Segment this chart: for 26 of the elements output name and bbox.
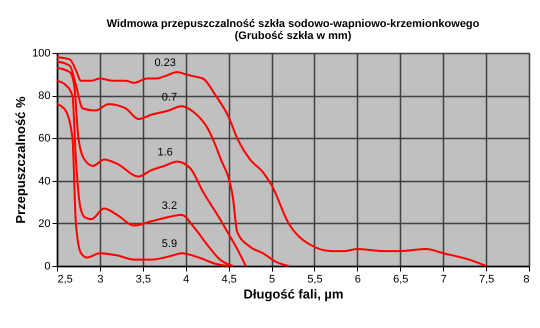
y-tick-label: 20 (38, 218, 50, 230)
series-label: 0.23 (154, 57, 176, 70)
y-tick-label: 60 (38, 132, 50, 145)
y-tick-label: 0 (44, 260, 50, 272)
y-tick-label: 40 (38, 175, 50, 188)
chart-subtitle: (Grubość szkła w mm) (234, 30, 352, 42)
x-tick-label: 7 (440, 274, 447, 286)
x-tick-label: 4,5 (221, 274, 237, 286)
x-tick-label: 6 (354, 274, 361, 286)
y-tick-label: 100 (32, 48, 50, 60)
y-tick-label: 80 (38, 90, 50, 102)
y-axis-title: Przepuszczalność % (13, 96, 28, 224)
x-tick-label: 4 (183, 274, 190, 286)
x-tick-label: 2,5 (58, 274, 73, 286)
series-label: 3.2 (162, 200, 178, 212)
x-tick-label: 5 (268, 274, 276, 286)
series-label: 1.6 (157, 146, 173, 159)
x-axis-title: Długość fali, µm (244, 286, 344, 302)
x-tick-label: 5,5 (307, 274, 323, 286)
x-tick-label: 6,5 (393, 274, 408, 286)
series-label: 5.9 (162, 238, 178, 250)
x-tick-label: 3 (97, 274, 104, 286)
chart-title: Widmowa przepuszczalność szkła sodowo-wapniowo-krzemionkowego (106, 18, 480, 30)
x-tick-label: 7,5 (478, 274, 494, 286)
x-tick-label: 3,5 (136, 274, 151, 286)
x-tick-label: 8 (523, 274, 530, 286)
